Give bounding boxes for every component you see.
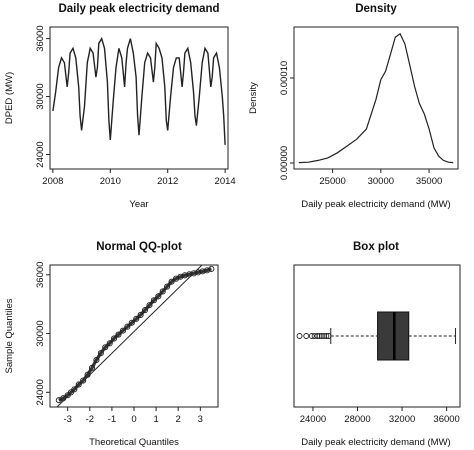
x-tick-label: 30000	[368, 176, 394, 187]
qq-point	[137, 311, 144, 318]
outlier-point	[321, 333, 328, 339]
qq-point	[164, 283, 171, 290]
outlier-point	[323, 333, 330, 339]
qq-point	[150, 297, 157, 304]
x-tick-label: 3	[198, 414, 203, 425]
panel-qq-plot: Normal QQ-plot Theoretical Quantiles Sam…	[4, 241, 219, 448]
y-tick-label: 36000	[35, 262, 46, 288]
qq-point	[146, 302, 153, 309]
qq-point	[93, 356, 100, 364]
qq-point	[142, 306, 149, 314]
x-axis-label: Theoretical Quantiles	[89, 437, 179, 448]
x-tick-label: 32000	[389, 414, 415, 425]
outlier-point	[318, 333, 325, 339]
x-tick-label: -3	[63, 414, 71, 425]
x-tick-label: 1	[153, 414, 158, 425]
x-tick-label: 25000	[319, 176, 345, 187]
x-tick-label: 28000	[344, 414, 370, 425]
panel-title: Normal QQ-plot	[96, 241, 182, 253]
qq-point	[181, 272, 188, 279]
y-tick-label: 30000	[35, 83, 46, 109]
outlier-point	[314, 333, 321, 339]
x-tick-label: -2	[86, 414, 94, 425]
panel-title: Box plot	[353, 241, 399, 253]
qq-point	[190, 270, 197, 277]
x-tick-label: 35000	[416, 176, 442, 187]
qq-point	[133, 315, 140, 322]
panel-time-series: Daily peak electricity demand Year DPED …	[4, 3, 236, 210]
qq-point	[124, 323, 131, 330]
x-tick-label: 2010	[100, 176, 121, 187]
qq-point	[102, 344, 109, 351]
panel-density: Density Daily peak electricity demand (M…	[248, 3, 459, 210]
qq-point	[195, 269, 202, 276]
outlier-point	[308, 333, 315, 339]
y-tick-label: 24000	[35, 141, 46, 167]
panel-box-plot: Box plot Daily peak electricity demand (…	[293, 241, 461, 448]
y-tick-label: 0.00000	[279, 146, 290, 180]
qq-point	[208, 265, 215, 272]
outlier-point	[325, 333, 332, 339]
qq-point	[199, 268, 206, 275]
x-tick-label: 0	[131, 414, 136, 425]
x-axis-label: Daily peak electricity demand (MW)	[301, 437, 450, 448]
outlier-point	[296, 333, 303, 339]
outlier-point	[303, 333, 310, 339]
x-tick-label: 2012	[157, 176, 178, 187]
panel-title: Daily peak electricity demand	[58, 3, 219, 15]
qq-point	[80, 377, 87, 384]
demand-series-line	[52, 36, 226, 145]
qq-point	[155, 293, 162, 300]
marks-group: 24000 28000 32000 36000	[296, 311, 460, 425]
marks-group: 25000 30000 35000 0.00000 0.00010	[279, 32, 454, 187]
qq-point	[128, 319, 135, 326]
qq-point	[119, 327, 126, 334]
qq-point	[97, 350, 104, 357]
x-tick-label: 2	[176, 414, 181, 425]
qq-point	[168, 278, 175, 285]
x-axis-label: Year	[129, 199, 148, 210]
density-curve	[298, 32, 454, 164]
qq-point	[186, 271, 193, 278]
y-tick-label: 36000	[35, 25, 46, 51]
y-axis-label: Density	[248, 82, 259, 114]
qq-point	[75, 381, 82, 388]
qq-point	[60, 395, 67, 402]
x-axis-label: Daily peak electricity demand (MW)	[301, 199, 450, 210]
marks-group: 2008 2010 2012 2014 24000 30000 36000	[35, 25, 236, 187]
qq-sample-band	[58, 267, 212, 402]
qq-point	[88, 364, 96, 371]
qq-point	[106, 340, 113, 347]
y-tick-label: 24000	[35, 379, 46, 405]
qq-point	[71, 386, 78, 393]
y-tick-label: 30000	[35, 320, 46, 346]
plot-frame	[293, 26, 459, 170]
qq-point	[159, 288, 166, 295]
y-axis-label: Sample Quantiles	[4, 298, 15, 373]
qq-point	[115, 331, 122, 338]
x-tick-label: 2014	[215, 176, 236, 187]
qq-point	[84, 371, 91, 378]
panel-title: Density	[355, 3, 397, 15]
qq-point	[111, 335, 118, 342]
plot-frame	[49, 26, 229, 170]
x-tick-label: 2008	[42, 176, 63, 187]
marks-group: -3 -2 -1 0 1 2 3 24000 30000 36000	[35, 262, 215, 425]
x-tick-label: 36000	[433, 414, 459, 425]
x-tick-label: 24000	[300, 414, 326, 425]
plot-frame	[49, 264, 219, 408]
y-axis-label: DPED (MW)	[4, 72, 15, 124]
plot-frame	[293, 264, 461, 408]
x-tick-label: -1	[108, 414, 116, 425]
y-tick-label: 0.00010	[279, 61, 290, 95]
outlier-point	[316, 333, 323, 339]
